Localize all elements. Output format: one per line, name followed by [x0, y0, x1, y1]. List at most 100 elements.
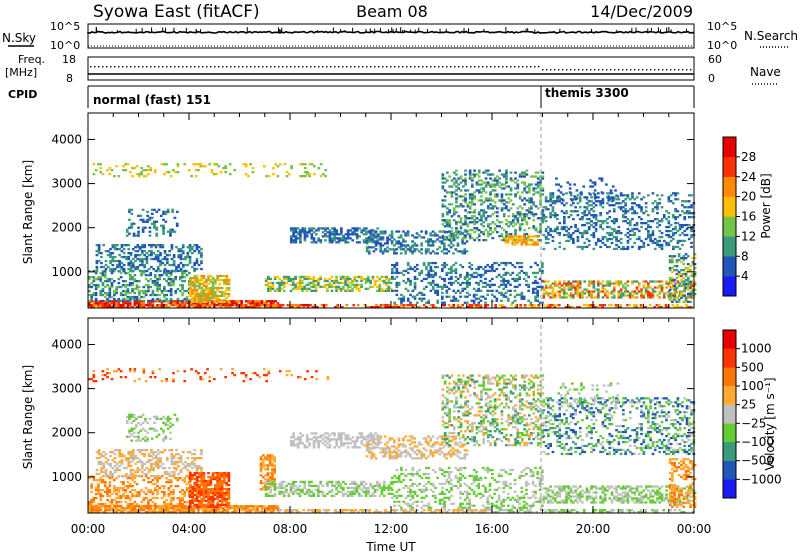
power-cell [563, 288, 566, 291]
freq-dot [130, 66, 132, 68]
power-cell [468, 205, 472, 208]
velocity-cell [293, 509, 296, 512]
power-cell [651, 288, 655, 291]
power-cell [101, 289, 105, 293]
power-cell [106, 297, 109, 301]
power-cell [658, 290, 662, 293]
power-cell [482, 187, 486, 190]
power-cell [580, 191, 583, 194]
power-cell [122, 267, 126, 271]
power-cell [601, 284, 605, 287]
power-cell [210, 304, 214, 307]
power-cell [162, 218, 165, 221]
power-cell [126, 306, 130, 309]
power-cell [556, 198, 559, 201]
power-cell [538, 301, 542, 304]
power-cell [609, 191, 613, 194]
power-cell [556, 218, 559, 221]
power-cell [111, 246, 115, 249]
power-cell [655, 304, 659, 307]
power-cell [162, 224, 165, 227]
power-cell [169, 232, 172, 235]
power-cell [567, 216, 571, 219]
power-cell [207, 290, 210, 294]
power-cell [520, 243, 524, 246]
power-cell [328, 231, 332, 234]
power-cell [188, 248, 192, 251]
power-cell [395, 293, 399, 296]
power-cell [411, 267, 415, 271]
power-cell [592, 210, 596, 213]
power-cell [360, 277, 363, 281]
power-cell [141, 259, 144, 263]
power-cell [560, 290, 564, 293]
power-cell [615, 247, 618, 251]
power-cell [128, 278, 132, 281]
power-cell [498, 235, 501, 238]
power-cell [470, 275, 474, 279]
power-cell [597, 292, 600, 295]
freq-dot [238, 66, 240, 68]
power-cell [647, 282, 650, 285]
power-cell [188, 169, 191, 172]
power-cell [472, 293, 476, 296]
power-cell [505, 193, 508, 196]
power-cell [560, 284, 564, 287]
power-cell [642, 286, 646, 289]
power-cell [346, 237, 350, 240]
power-cell [438, 230, 442, 233]
power-cell [378, 283, 382, 286]
power-cell [373, 279, 377, 283]
power-cell [300, 304, 303, 307]
power-cell [479, 273, 483, 277]
power-cell [383, 250, 387, 253]
velocity-cell [151, 509, 155, 512]
power-cell [222, 304, 225, 307]
power-cell [687, 200, 691, 203]
power-cell [378, 289, 382, 292]
power-cell [672, 292, 675, 295]
power-cell [298, 277, 302, 281]
power-cell [125, 244, 128, 247]
power-cell [536, 235, 540, 238]
power-cell [549, 284, 552, 287]
power-cell [538, 267, 542, 271]
power-cell [141, 246, 144, 249]
power-cell [509, 233, 513, 236]
power-cell [619, 306, 622, 309]
power-cell [378, 277, 382, 281]
power-cell [607, 304, 611, 307]
power-cell [574, 210, 577, 213]
power-cell [563, 225, 566, 229]
power-cell [415, 248, 419, 251]
power-cell [603, 235, 607, 239]
power-cell [463, 277, 467, 281]
power-cell [334, 306, 337, 309]
power-cell [628, 294, 632, 297]
power-cell [163, 272, 166, 275]
power-cell [547, 225, 550, 229]
power-cell [544, 227, 548, 231]
power-cell [154, 269, 158, 273]
power-cell [656, 194, 659, 197]
power-cell [443, 205, 447, 208]
power-cell [183, 280, 187, 283]
power-cell [126, 304, 130, 307]
freq-dot [258, 66, 260, 68]
power-cell [513, 277, 517, 281]
power-cell [465, 250, 469, 253]
power-cell [505, 175, 508, 178]
power-cell [581, 231, 584, 235]
power-cell [592, 202, 596, 205]
velocity-cell [165, 507, 168, 510]
power-cell [315, 229, 318, 232]
power-cell [249, 306, 252, 309]
power-cell [193, 261, 196, 265]
freq-dot [170, 66, 172, 68]
power-cell [195, 261, 199, 265]
power-cell [600, 177, 604, 180]
power-cell [477, 239, 481, 242]
power-cell [530, 199, 533, 202]
power-cell [191, 284, 194, 288]
velocity-cell [242, 507, 246, 510]
